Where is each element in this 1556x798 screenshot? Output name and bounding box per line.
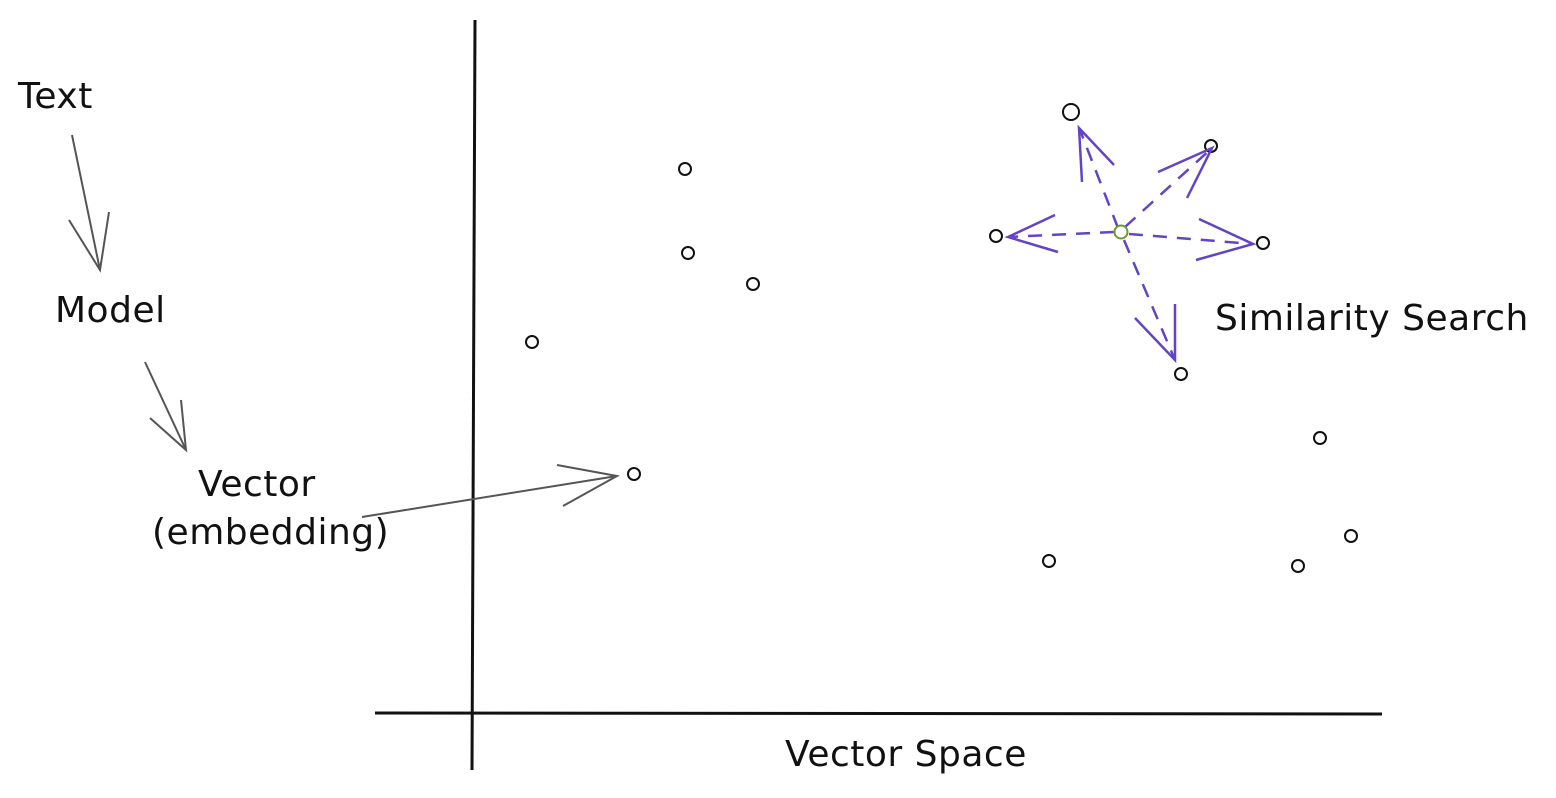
arrow-vector-to-point-icon xyxy=(361,464,620,518)
arrow-text-to-model-icon xyxy=(68,134,110,273)
label-text: Text xyxy=(17,76,93,117)
search-arrow-icon xyxy=(1007,230,1115,239)
search-arrowhead-icon xyxy=(1004,213,1059,254)
y-axis xyxy=(470,19,477,771)
search-arrowhead-icon xyxy=(1195,217,1257,262)
point xyxy=(1174,367,1188,381)
x-axis xyxy=(374,711,1383,716)
search-arrowhead-icon xyxy=(1134,304,1177,364)
point xyxy=(1344,529,1358,543)
point xyxy=(525,335,539,349)
point xyxy=(746,277,760,291)
axes xyxy=(374,19,1383,771)
search-arrow-icon xyxy=(1124,147,1213,228)
query-point xyxy=(1113,224,1129,240)
search-arrow-icon xyxy=(1078,129,1120,229)
search-arrow-icon xyxy=(1128,232,1254,246)
label-model: Model xyxy=(55,290,166,331)
point xyxy=(1062,103,1080,121)
point xyxy=(678,162,692,176)
point xyxy=(1256,236,1270,250)
arrow-model-to-vector-icon xyxy=(144,361,188,453)
similarity-search-arrows xyxy=(1004,124,1257,364)
point xyxy=(1313,431,1327,445)
point xyxy=(681,246,695,260)
data-points xyxy=(525,103,1358,573)
label-similarity-search: Similarity Search xyxy=(1215,298,1529,339)
point xyxy=(1291,559,1305,573)
point xyxy=(627,467,641,481)
search-arrow-icon xyxy=(1122,239,1177,361)
search-arrowhead-icon xyxy=(1077,124,1115,183)
point xyxy=(1042,554,1056,568)
label-embedding: (embedding) xyxy=(152,512,389,553)
label-vector: Vector xyxy=(198,464,316,505)
point xyxy=(989,229,1003,243)
label-vector-space: Vector Space xyxy=(785,734,1027,775)
search-arrowhead-icon xyxy=(1157,145,1215,199)
pipeline: Text Model Vector (embedding) xyxy=(17,76,620,553)
